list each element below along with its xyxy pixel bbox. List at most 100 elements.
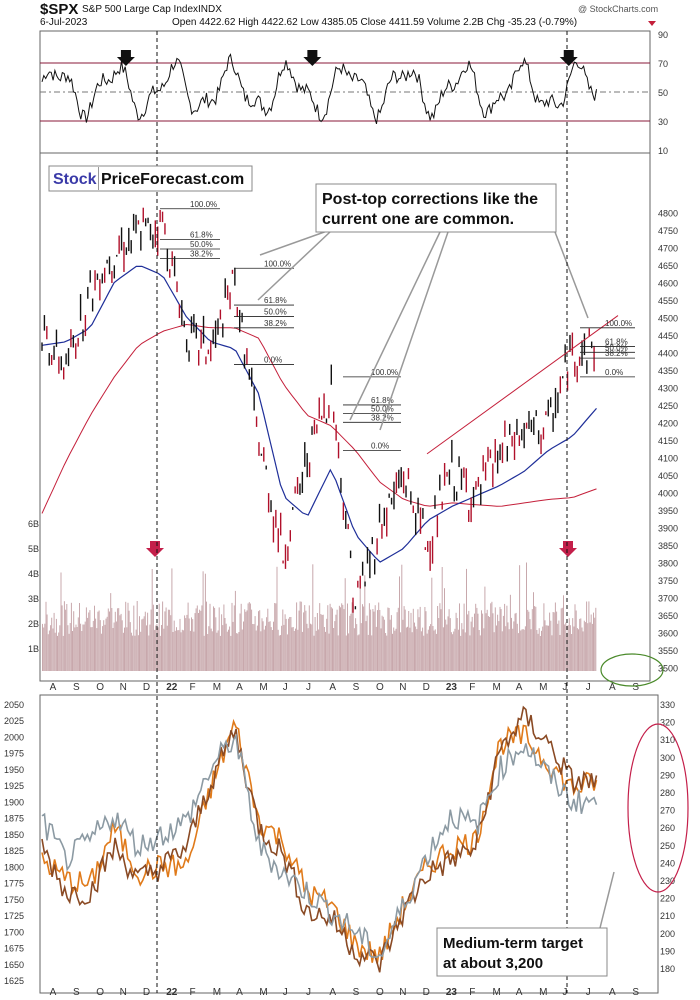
volume-bar	[262, 621, 264, 671]
volume-bar	[459, 603, 460, 671]
volume-bar	[375, 626, 377, 671]
volume-bar	[181, 629, 183, 671]
brand-logo: Stock PriceForecast.com	[48, 165, 253, 192]
volume-bar	[546, 625, 548, 671]
volume-bar	[120, 613, 122, 671]
volume-bar	[500, 609, 502, 671]
volume-bar	[333, 628, 335, 671]
rsi-tick-label: 90	[658, 30, 668, 40]
volume-bar	[281, 625, 283, 671]
volume-bar	[81, 631, 83, 671]
volume-bar	[203, 635, 205, 671]
volume-bar	[247, 603, 249, 671]
volume-bar	[563, 595, 564, 671]
volume-bar	[449, 618, 451, 671]
volume-bar	[523, 629, 525, 671]
volume-bar	[360, 623, 362, 671]
fib-level-label: 61.8%	[190, 231, 213, 240]
volume-bar	[275, 603, 277, 671]
volume-bar	[200, 610, 202, 671]
volume-bar	[358, 634, 360, 671]
volume-bar	[439, 603, 441, 671]
volume-bar	[209, 603, 211, 671]
volume-bar	[315, 630, 317, 671]
volume-bar	[382, 616, 384, 671]
volume-bar	[44, 623, 46, 671]
volume-bar	[366, 615, 368, 671]
price-tick-label: 4700	[658, 243, 678, 253]
volume-bar	[571, 634, 573, 671]
metals-right-tick-label: 300	[660, 753, 675, 763]
volume-bar	[270, 627, 272, 671]
volume-bar	[583, 620, 585, 671]
fib-level-label: 100.0%	[190, 200, 217, 209]
volume-bar	[278, 635, 280, 671]
volume-bar	[374, 605, 376, 671]
volume-bar	[91, 627, 93, 671]
volume-bar	[50, 625, 52, 671]
volume-bar	[531, 609, 533, 671]
volume-bar	[219, 635, 221, 671]
volume-bar	[128, 610, 130, 671]
volume-bar	[127, 602, 129, 671]
volume-bar	[126, 627, 128, 671]
volume-bar	[332, 608, 333, 671]
metals-x-tick-label: F	[190, 987, 196, 998]
volume-bar	[111, 608, 113, 671]
callout-pointer	[259, 229, 331, 256]
metals-right-tick-label: 250	[660, 841, 675, 851]
volume-bar	[493, 632, 495, 671]
volume-bar	[539, 636, 541, 671]
volume-bar	[553, 612, 555, 671]
volume-bar	[404, 609, 406, 671]
price-x-tick-label: 23	[446, 682, 458, 693]
volume-tick-label: 4B	[28, 569, 39, 579]
volume-bar	[557, 623, 559, 671]
volume-bar	[593, 612, 594, 671]
volume-bar	[173, 620, 175, 671]
metals-left-tick-label: 1775	[4, 879, 24, 889]
volume-bar	[202, 571, 204, 671]
volume-bar	[211, 631, 213, 671]
volume-bar	[157, 627, 159, 671]
volume-bar	[291, 627, 293, 671]
price-x-tick-label: A	[516, 682, 523, 693]
metals-x-tick-label: N	[399, 987, 406, 998]
volume-bar	[363, 606, 365, 671]
volume-bar	[163, 628, 165, 671]
metals-right-tick-label: 240	[660, 858, 675, 868]
volume-bar	[68, 633, 70, 671]
volume-bar	[491, 601, 493, 671]
metals-x-tick-label: M	[539, 987, 547, 998]
volume-bar	[343, 609, 345, 671]
bottom-callout-line2: at about 3,200	[443, 955, 543, 972]
volume-bar	[224, 618, 226, 671]
volume-bar	[424, 607, 426, 671]
price-x-tick-label: J	[306, 682, 311, 693]
volume-bar	[244, 609, 246, 671]
volume-bar	[422, 627, 424, 671]
volume-bar	[364, 575, 366, 671]
volume-bar	[446, 624, 448, 671]
volume-bar	[403, 606, 405, 671]
price-x-tick-label: F	[190, 682, 196, 693]
volume-bar	[308, 605, 310, 671]
volume-bar	[461, 623, 463, 671]
volume-bar	[63, 601, 65, 671]
volume-bar	[460, 635, 462, 671]
metals-left-tick-label: 1925	[4, 781, 24, 791]
volume-bar	[318, 629, 320, 671]
volume-bar	[407, 626, 408, 671]
metals-x-tick-label: M	[493, 987, 501, 998]
volume-bar	[100, 633, 102, 671]
volume-bar	[274, 603, 276, 671]
volume-bar	[464, 632, 466, 671]
volume-bar	[263, 629, 265, 671]
volume-bar	[105, 618, 107, 671]
price-x-tick-label: M	[539, 682, 547, 693]
volume-bar	[259, 610, 261, 671]
volume-bar	[246, 610, 248, 671]
price-x-tick-label: A	[609, 682, 616, 693]
volume-bar	[170, 615, 172, 671]
volume-bar	[448, 609, 450, 671]
